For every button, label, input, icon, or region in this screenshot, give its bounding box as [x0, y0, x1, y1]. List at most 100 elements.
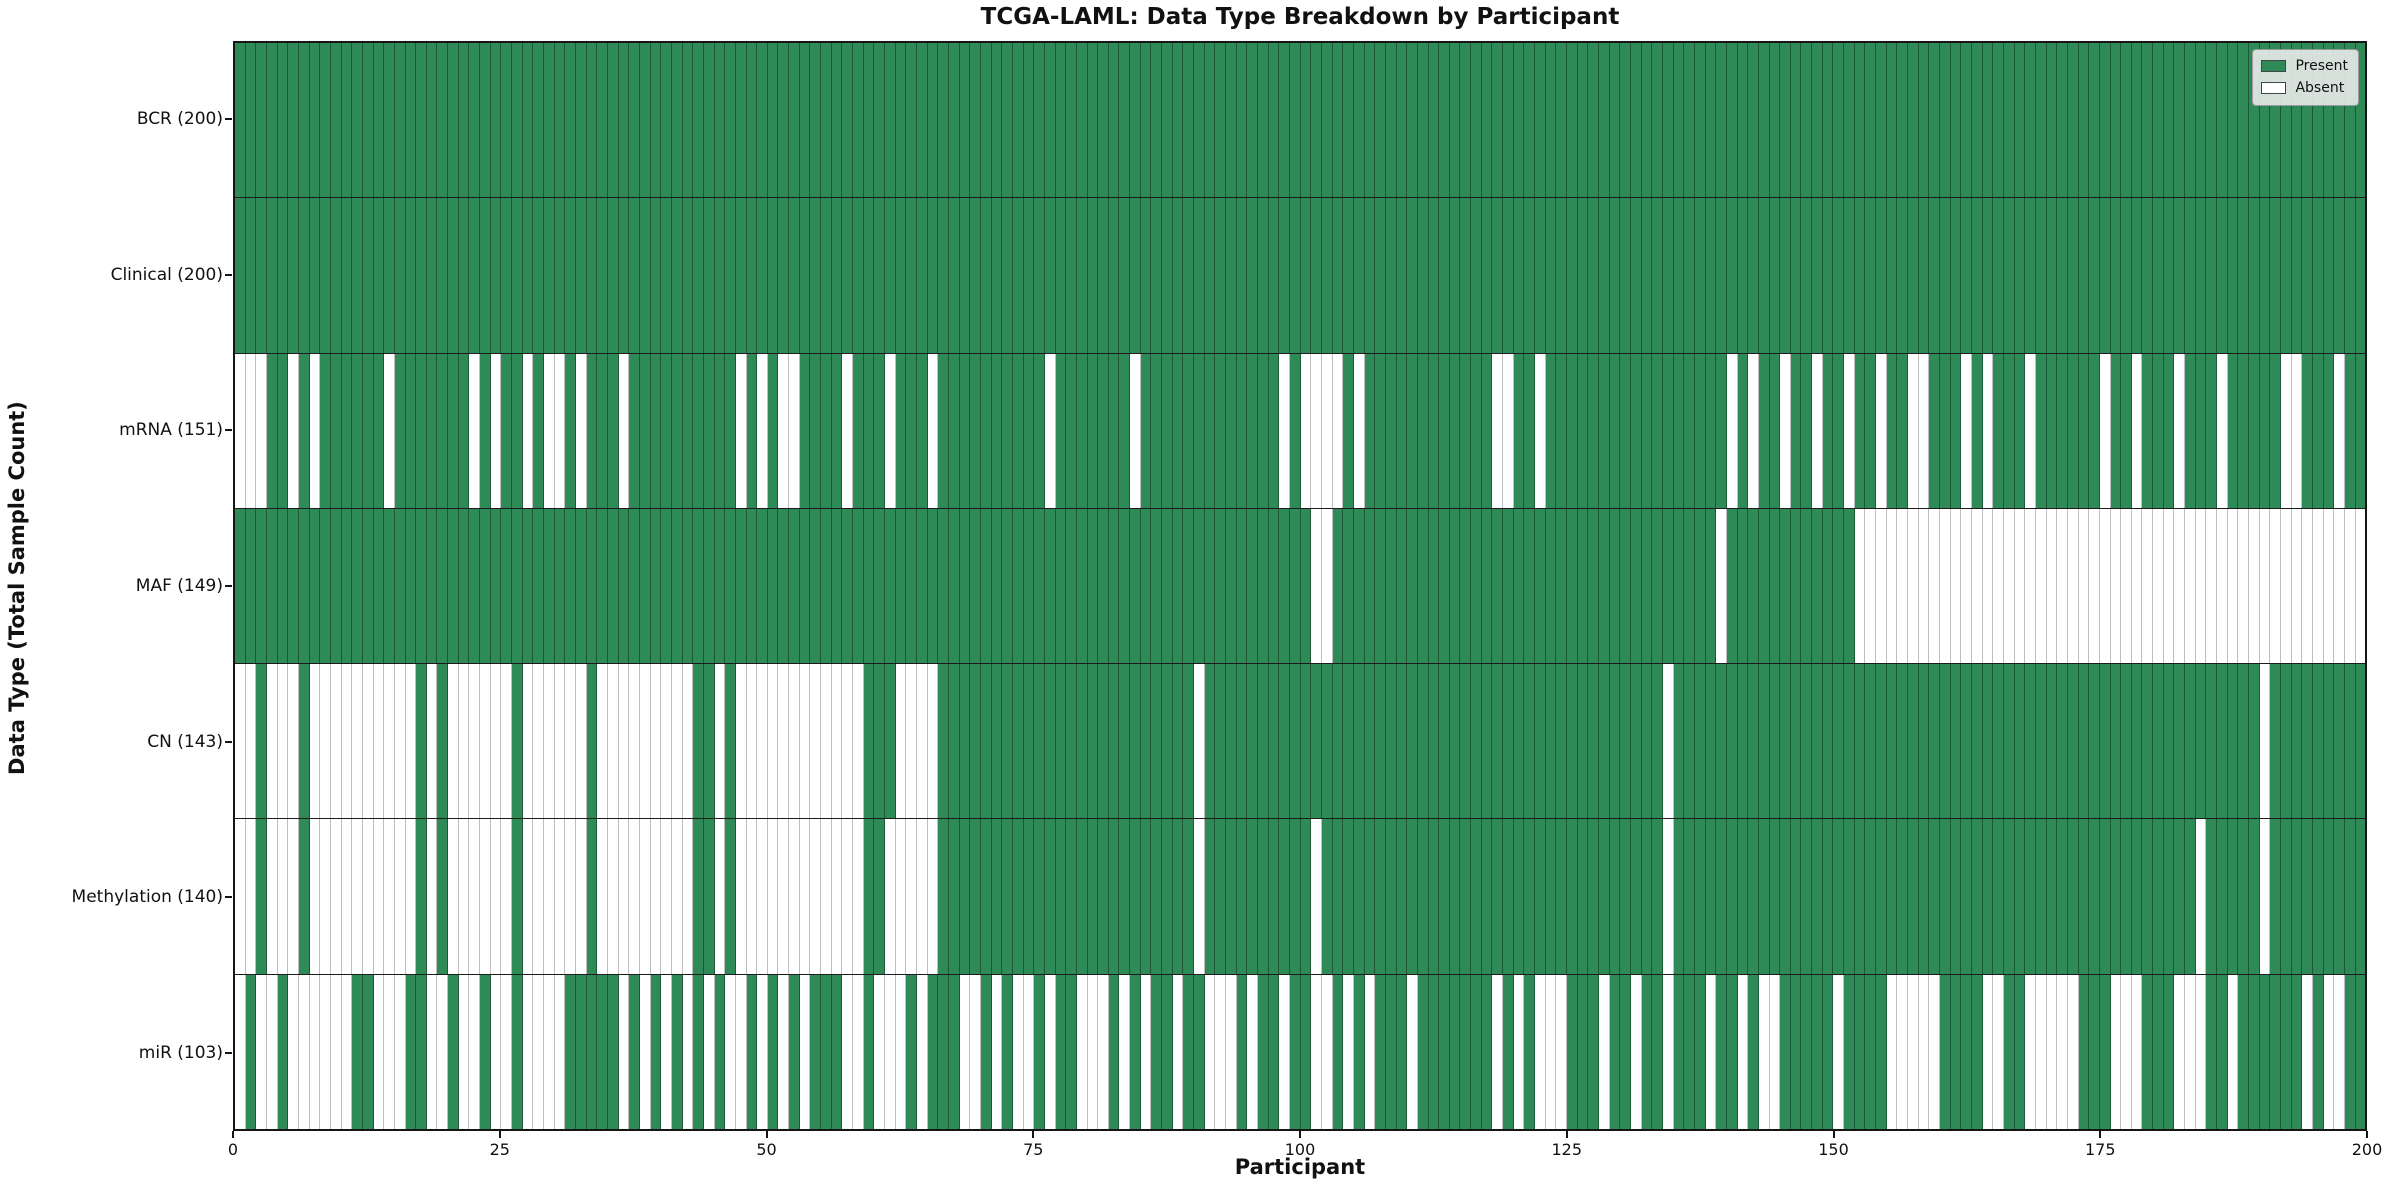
- cell-miR-66: [938, 974, 949, 1129]
- cell-CN-5: [288, 664, 299, 819]
- cell-CN-46: [725, 664, 736, 819]
- cell-MAF-154: [1876, 508, 1887, 664]
- cell-Clinical-31: [565, 198, 576, 353]
- cell-Clinical-141: [1737, 198, 1749, 353]
- cell-BCR-94: [1236, 43, 1248, 198]
- cell-CN-193: [2291, 664, 2303, 819]
- cell-MAF-53: [799, 508, 811, 664]
- cell-MAF-46: [725, 508, 736, 664]
- cell-MAF-130: [1620, 508, 1631, 664]
- cell-Methylation-98: [1279, 819, 1290, 974]
- cell-CN-9: [330, 664, 342, 819]
- cell-CN-106: [1364, 664, 1376, 819]
- cell-miR-88: [1172, 974, 1184, 1129]
- cell-mRNA-186: [2217, 353, 2228, 508]
- cell-Clinical-110: [1407, 198, 1418, 353]
- cell-MAF-70: [980, 508, 992, 664]
- cell-CN-42: [682, 664, 694, 819]
- cell-Clinical-83: [1119, 198, 1131, 353]
- cell-miR-19: [437, 974, 449, 1129]
- cell-CN-6: [298, 664, 310, 819]
- cell-Clinical-7: [309, 198, 321, 353]
- cell-MAF-169: [2035, 508, 2047, 664]
- plot-area: Present Absent: [233, 41, 2367, 1131]
- cell-CN-28: [533, 664, 545, 819]
- cell-MAF-89: [1183, 508, 1195, 664]
- cell-mRNA-40: [661, 353, 672, 508]
- cell-Methylation-137: [1694, 819, 1706, 974]
- cell-BCR-75: [1034, 43, 1045, 198]
- cell-mRNA-0: [235, 353, 246, 508]
- cell-CN-194: [2302, 664, 2313, 819]
- cell-MAF-198: [2344, 508, 2356, 664]
- cell-CN-34: [597, 664, 608, 819]
- cell-MAF-183: [2185, 508, 2196, 664]
- cell-MAF-189: [2249, 508, 2260, 664]
- cell-BCR-78: [1066, 43, 1077, 198]
- cell-Clinical-120: [1513, 198, 1525, 353]
- cell-miR-46: [725, 974, 736, 1129]
- cell-miR-40: [661, 974, 672, 1129]
- cell-MAF-118: [1492, 508, 1504, 664]
- cell-Methylation-199: [2355, 819, 2365, 974]
- cell-BCR-190: [2259, 43, 2271, 198]
- cell-CN-14: [384, 664, 395, 819]
- cell-BCR-96: [1258, 43, 1269, 198]
- cell-mRNA-54: [810, 353, 822, 508]
- cell-Clinical-149: [1822, 198, 1834, 353]
- cell-CN-81: [1098, 664, 1109, 819]
- cell-miR-131: [1630, 974, 1642, 1129]
- cell-miR-129: [1609, 974, 1621, 1129]
- cell-mRNA-22: [469, 353, 481, 508]
- cell-miR-104: [1343, 974, 1354, 1129]
- cell-BCR-177: [2121, 43, 2132, 198]
- cell-mRNA-106: [1364, 353, 1376, 508]
- cell-BCR-132: [1641, 43, 1653, 198]
- cell-mRNA-199: [2355, 353, 2365, 508]
- cell-BCR-144: [1769, 43, 1781, 198]
- cell-BCR-79: [1076, 43, 1088, 198]
- cell-BCR-113: [1439, 43, 1450, 198]
- cell-MAF-38: [639, 508, 651, 664]
- cell-CN-113: [1439, 664, 1450, 819]
- x-axis-label: Participant: [1234, 1155, 1366, 1179]
- cell-miR-15: [394, 974, 406, 1129]
- cell-miR-33: [586, 974, 598, 1129]
- cell-BCR-22: [469, 43, 481, 198]
- cell-CN-175: [2099, 664, 2111, 819]
- cell-Methylation-110: [1407, 819, 1418, 974]
- cell-Clinical-197: [2334, 198, 2345, 353]
- cell-Methylation-9: [330, 819, 342, 974]
- cell-BCR-90: [1194, 43, 1205, 198]
- cell-mRNA-157: [1908, 353, 1919, 508]
- cell-MAF-116: [1471, 508, 1482, 664]
- cell-miR-155: [1886, 974, 1898, 1129]
- cell-BCR-133: [1652, 43, 1663, 198]
- cell-BCR-105: [1353, 43, 1365, 198]
- cell-miR-111: [1417, 974, 1429, 1129]
- cell-BCR-97: [1268, 43, 1280, 198]
- cell-miR-38: [639, 974, 651, 1129]
- cell-MAF-181: [2163, 508, 2175, 664]
- cell-Methylation-97: [1268, 819, 1280, 974]
- cell-MAF-151: [1844, 508, 1855, 664]
- cell-Clinical-15: [394, 198, 406, 353]
- cell-MAF-59: [863, 508, 875, 664]
- cell-miR-55: [821, 974, 832, 1129]
- cell-MAF-170: [2046, 508, 2058, 664]
- cell-Methylation-109: [1396, 819, 1408, 974]
- cell-Clinical-130: [1620, 198, 1631, 353]
- cell-mRNA-83: [1119, 353, 1131, 508]
- cell-Methylation-86: [1151, 819, 1163, 974]
- x-tick-label-50: 50: [756, 1140, 777, 1159]
- cell-CN-59: [863, 664, 875, 819]
- cell-miR-2: [256, 974, 267, 1129]
- cell-BCR-89: [1183, 43, 1195, 198]
- cell-mRNA-107: [1375, 353, 1386, 508]
- cell-Clinical-131: [1630, 198, 1642, 353]
- cell-MAF-99: [1289, 508, 1301, 664]
- cell-BCR-139: [1716, 43, 1727, 198]
- cell-Methylation-104: [1343, 819, 1354, 974]
- cell-BCR-73: [1012, 43, 1024, 198]
- cell-Clinical-166: [2003, 198, 2015, 353]
